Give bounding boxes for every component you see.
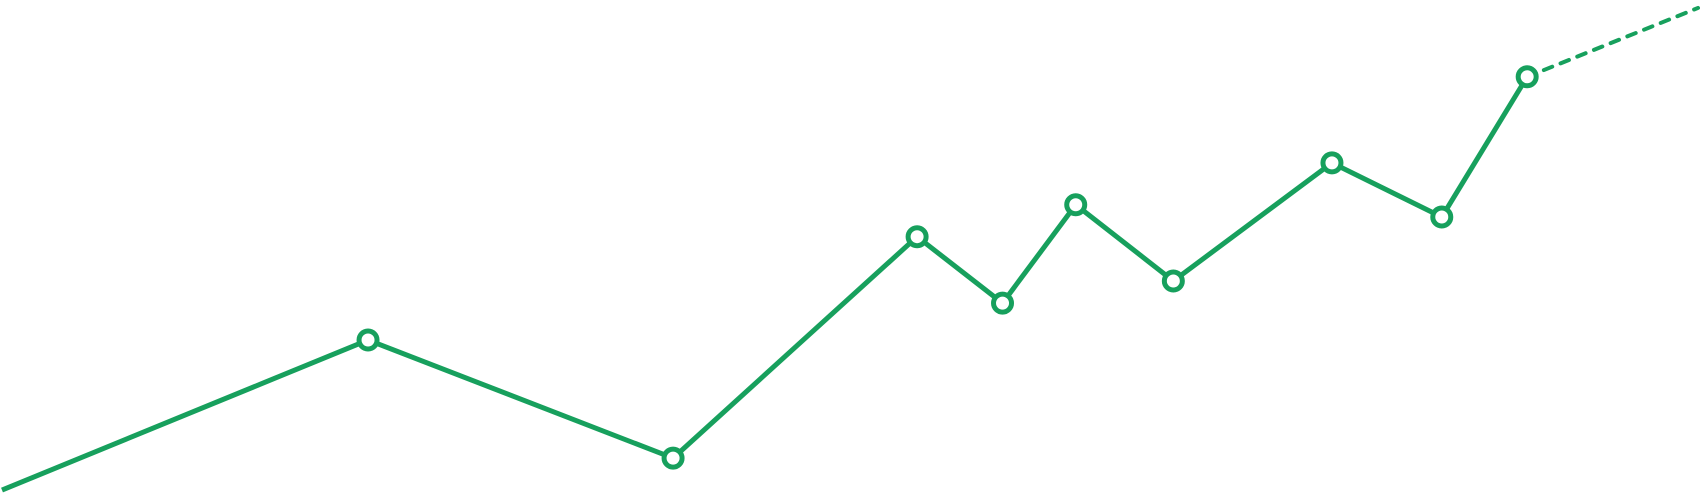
series-segment (1439, 75, 1530, 219)
series-segment (1074, 202, 1175, 283)
series-segment (367, 337, 674, 461)
series-segment (671, 234, 919, 460)
data-point (1430, 205, 1454, 229)
series-lines (1, 5, 1700, 493)
series-dashed-segment (1525, 5, 1700, 79)
data-point (905, 225, 929, 249)
series-segment (1171, 160, 1334, 283)
data-point (1320, 151, 1344, 175)
series-segment (1, 337, 369, 493)
data-point (1064, 193, 1088, 217)
data-point (1161, 269, 1185, 293)
data-point (1515, 65, 1539, 89)
series-markers (356, 65, 1539, 470)
data-point (991, 291, 1015, 315)
series-segment (1000, 203, 1078, 305)
data-point (356, 328, 380, 352)
series-segment (1330, 160, 1443, 220)
data-point (661, 446, 685, 470)
series-segment (915, 234, 1005, 306)
